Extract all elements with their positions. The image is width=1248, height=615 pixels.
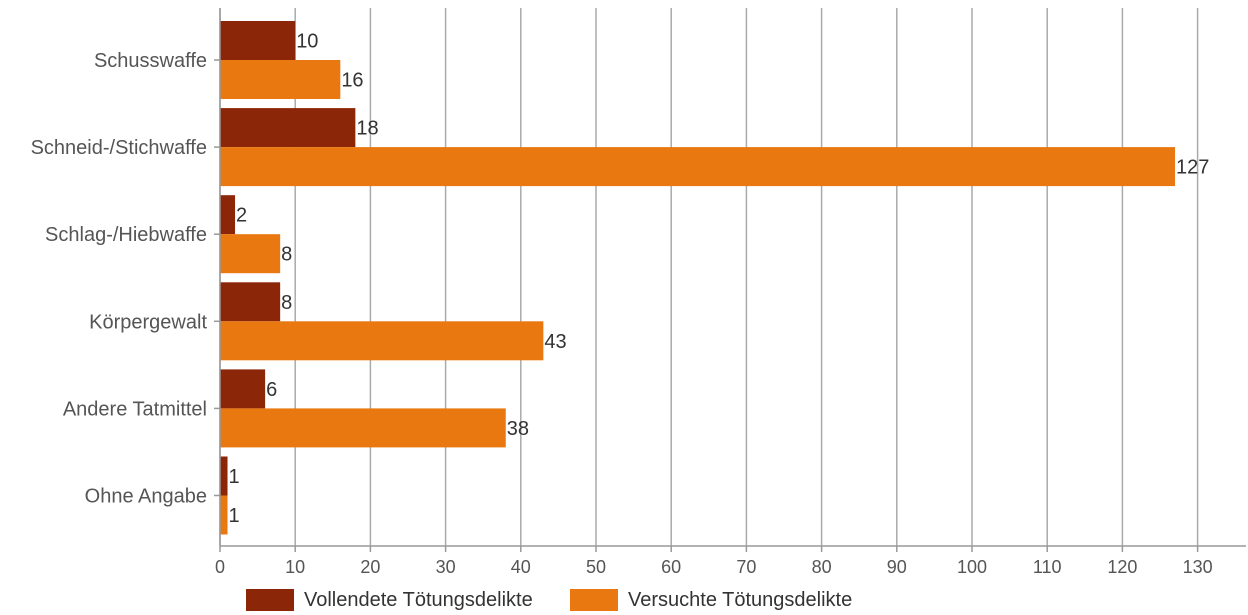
bar-andere-tatmittel-versuchte [220,408,506,448]
bar-schneid-stichwaffe-vollendete [220,108,356,148]
x-tick-label-30: 30 [436,557,456,577]
bar-schusswaffe-versuchte [220,60,341,99]
category-label-ohne-angabe: Ohne Angabe [85,486,207,508]
bars [220,21,1176,535]
axes [214,8,1246,552]
bar-ohne-angabe-vollendete [220,456,228,496]
x-tick-label-50: 50 [586,557,606,577]
x-tick-label-130: 130 [1183,557,1213,577]
data-label-ohne-angabe-vollendete: 1 [229,466,240,488]
bar-schusswaffe-vollendete [220,21,296,60]
data-label-koerpergewalt-vollendete: 8 [281,292,292,314]
x-tick-label-110: 110 [1033,557,1062,577]
x-tick-label-100: 100 [957,557,987,577]
legend-label-versuchte: Versuchte Tötungsdelikte [628,588,853,611]
bar-schneid-stichwaffe-versuchte [220,147,1176,187]
legend-item-versuchte: Versuchte Tötungsdelikte [570,585,852,615]
data-label-ohne-angabe-versuchte: 1 [229,505,240,527]
category-label-koerpergewalt: Körpergewalt [89,311,207,333]
x-tick-label-60: 60 [661,557,681,577]
x-tick-label-80: 80 [812,557,832,577]
x-tick-label-10: 10 [285,557,305,577]
bar-andere-tatmittel-vollendete [220,369,266,409]
legend-swatch-versuchte [570,589,618,611]
x-tick-label-120: 120 [1107,557,1137,577]
bar-schlag-hiebwaffe-vollendete [220,195,236,235]
data-label-schneid-stichwaffe-versuchte: 127 [1176,157,1209,179]
bar-schlag-hiebwaffe-versuchte [220,234,281,274]
data-label-schusswaffe-versuchte: 16 [341,70,363,92]
x-tick-label-0: 0 [215,557,225,577]
gridlines [219,8,1199,546]
data-label-koerpergewalt-versuchte: 43 [544,331,566,353]
data-label-schlag-hiebwaffe-versuchte: 8 [281,244,292,266]
x-tick-label-70: 70 [736,557,756,577]
category-label-schlag-hiebwaffe: Schlag-/Hiebwaffe [45,224,207,246]
data-label-schusswaffe-vollendete: 10 [296,31,318,53]
x-tick-label-40: 40 [511,557,531,577]
bar-ohne-angabe-versuchte [220,495,228,535]
x-tick-label-90: 90 [887,557,907,577]
bar-koerpergewalt-versuchte [220,321,544,361]
category-label-schusswaffe: Schusswaffe [94,50,207,72]
data-label-andere-tatmittel-vollendete: 6 [266,379,277,401]
data-label-schneid-stichwaffe-vollendete: 18 [356,118,378,140]
legend-item-vollendete: Vollendete Tötungsdelikte [246,585,533,615]
legend: Vollendete Tötungsdelikte Versuchte Tötu… [0,585,1248,615]
category-label-andere-tatmittel: Andere Tatmittel [63,398,207,420]
category-label-schneid-stichwaffe: Schneid-/Stichwaffe [31,137,207,159]
x-tick-label-20: 20 [360,557,380,577]
data-label-schlag-hiebwaffe-vollendete: 2 [236,205,247,227]
data-label-andere-tatmittel-versuchte: 38 [507,418,529,440]
legend-swatch-vollendete [246,589,294,611]
bar-koerpergewalt-vollendete [220,282,281,322]
labels: 0 10 20 30 40 50 60 70 80 90 100 110 120 130Schusswaf… [31,31,1213,578]
legend-label-vollendete: Vollendete Tötungsdelikte [304,588,533,611]
